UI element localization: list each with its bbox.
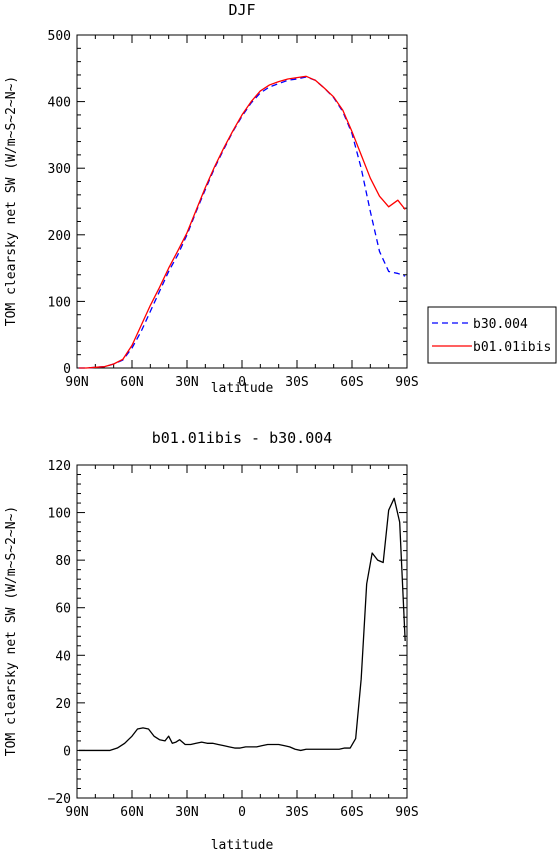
legend-box <box>427 306 557 364</box>
top-x-tick-label: 60N <box>120 375 143 390</box>
bottom-x-tick-label: 90N <box>65 805 88 820</box>
legend-label-b30-004: b30.004 <box>473 317 528 332</box>
top-axes-ticks: 90N 60N 30N 0 30S 60S 90S 0 100 200 300 400 500 <box>48 29 419 390</box>
legend-label-b01-01ibis: b01.01ibis <box>473 340 551 355</box>
top-x-axis-label: latitude <box>211 381 274 396</box>
bottom-y-tick-label: 60 <box>55 602 71 617</box>
bottom-y-tick-label: −20 <box>48 792 71 807</box>
bottom-series-line-0 <box>78 497 406 752</box>
top-y-axis-label: TOM clearsky net SW (W/m~S~2~N~) <box>4 76 19 326</box>
bottom-y-tick-label: 20 <box>55 697 71 712</box>
top-x-tick-label: 60S <box>340 375 363 390</box>
top-y-tick-label: 200 <box>48 229 71 244</box>
legend: b30.004 b01.01ibis <box>427 306 557 364</box>
top-x-tick-label: 30S <box>285 375 308 390</box>
top-x-tick-label: 90S <box>395 375 418 390</box>
top-y-tick-label: 300 <box>48 162 71 177</box>
top-series-line-b01-01ibis <box>78 75 406 369</box>
bottom-y-axis-label: TOM clearsky net SW (W/m~S~2~N~) <box>4 506 19 756</box>
bottom-x-tick-label: 30N <box>175 805 198 820</box>
top-chart: DJF 90N 60N 30N 0 30S 60S 90S0100200300400500 … <box>4 1 419 396</box>
bottom-chart-title: b01.01ibis - b30.004 <box>152 429 333 447</box>
bottom-axes-ticks: 90N 60N 30N 0 30S 60S 90S −20 0 20 40 60 80 100 120 <box>48 459 419 820</box>
bottom-y-tick-label: 120 <box>48 459 71 474</box>
bottom-x-tick-label: 60S <box>340 805 363 820</box>
bottom-x-tick-label: 30S <box>285 805 308 820</box>
top-y-tick-label: 400 <box>48 96 71 111</box>
top-y-tick-label: 500 <box>48 29 71 44</box>
bottom-x-tick-label: 0 <box>238 805 246 820</box>
top-x-tick-label: 0 <box>238 375 246 390</box>
bottom-y-tick-label: 40 <box>55 649 71 664</box>
bottom-y-tick-label: 0 <box>63 744 71 759</box>
top-plot-frame <box>76 34 408 369</box>
top-y-tick-label: 100 <box>48 295 71 310</box>
bottom-chart: b01.01ibis - b30.004 90N 60N 30N 0 30S 60S 90S… <box>4 429 419 851</box>
top-series-lines <box>78 75 406 369</box>
top-y-tick-label: 0 <box>63 362 71 377</box>
top-x-tick-label: 90N <box>65 375 88 390</box>
top-series-line-b30-004 <box>78 76 406 369</box>
bottom-y-tick-label: 100 <box>48 507 71 522</box>
bottom-y-tick-label: 80 <box>55 554 71 569</box>
bottom-x-axis-label: latitude <box>211 838 274 851</box>
bottom-x-tick-label: 90S <box>395 805 418 820</box>
bottom-series-lines <box>78 497 406 752</box>
top-x-tick-label: 30N <box>175 375 198 390</box>
top-chart-title: DJF <box>228 1 255 19</box>
bottom-x-tick-label: 60N <box>120 805 143 820</box>
